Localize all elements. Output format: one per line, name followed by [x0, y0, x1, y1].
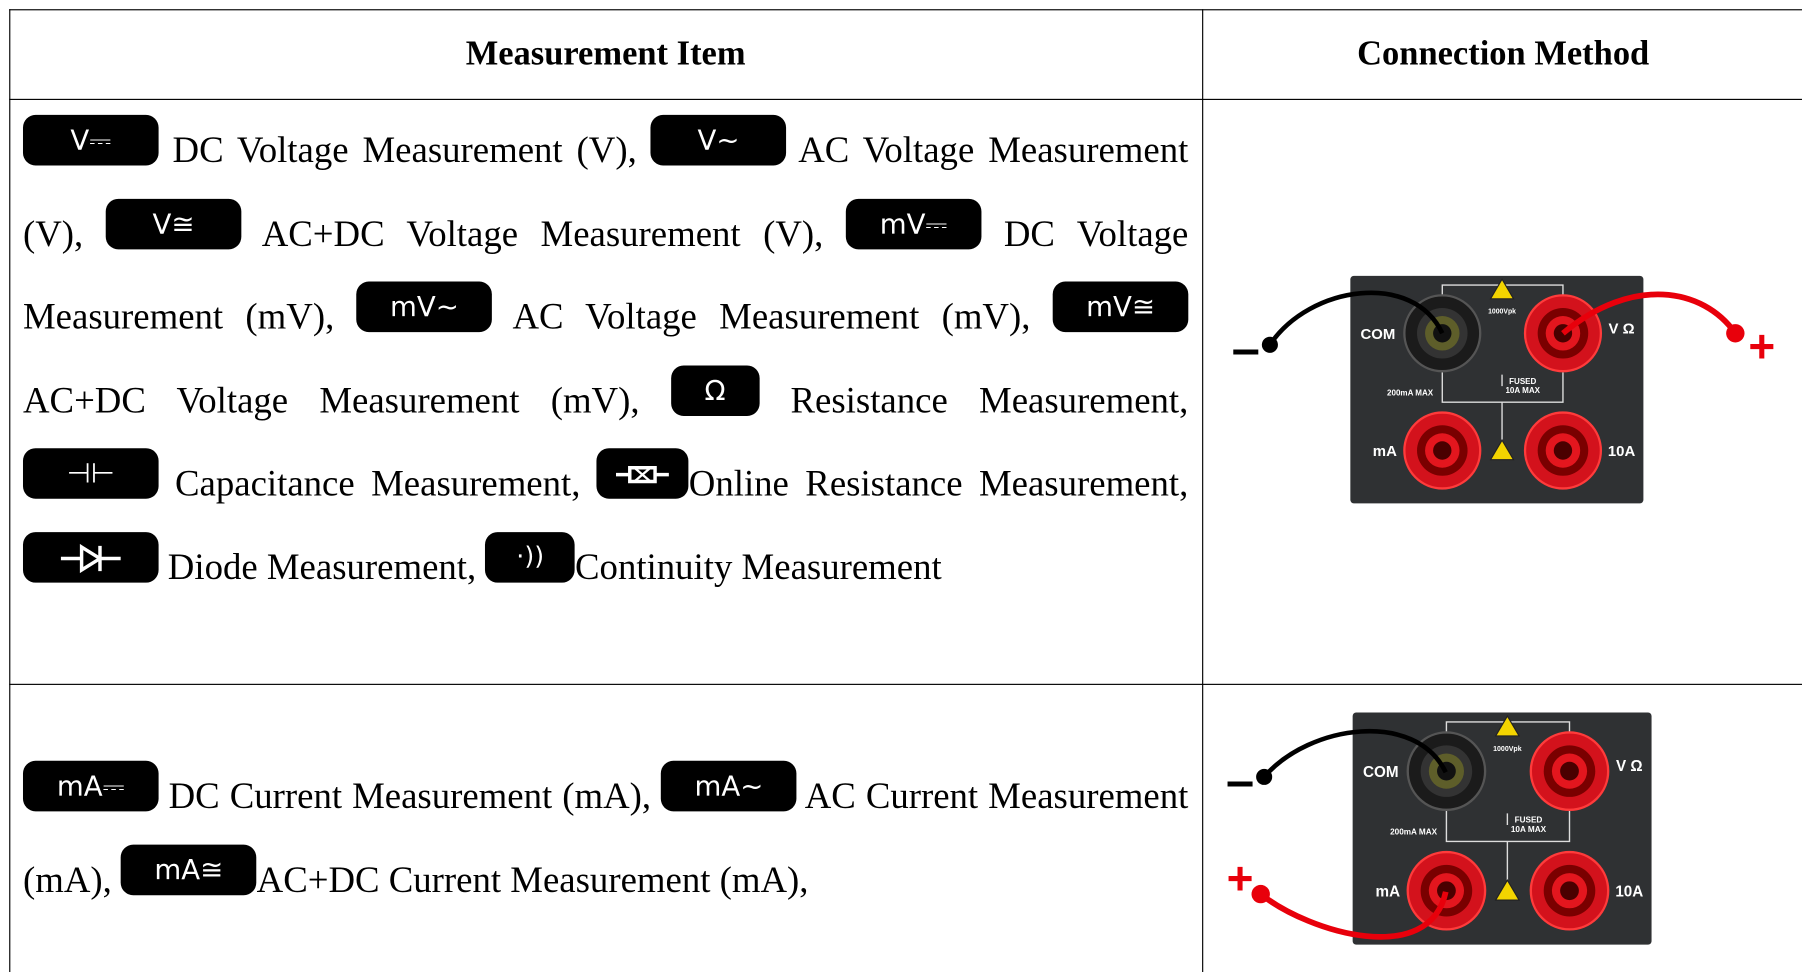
item-text: Continuity Measurement [575, 545, 942, 587]
terminal-label: V Ω [1616, 758, 1643, 775]
terminal-label: V Ω [1609, 320, 1635, 337]
column-header: Connection Method [1357, 34, 1650, 73]
panel-note: 10A MAX [1511, 825, 1547, 834]
border [1202, 9, 1204, 972]
online-resistance-icon [596, 448, 689, 499]
mode-icon: mA~ [661, 760, 797, 812]
border [9, 9, 1802, 11]
polarity-sign: + [1227, 852, 1254, 904]
red-lead [1258, 891, 1449, 940]
mode-icon: mV≅ [1052, 281, 1189, 333]
cell: V⎓ DC Voltage Measurement (V), V~ AC Vol… [22, 108, 1189, 608]
diode-icon [22, 531, 159, 583]
item-text: AC Voltage Measurement (mV), [512, 295, 1031, 337]
border [9, 683, 1802, 685]
item-text: AC Current Measurement (mA), [22, 774, 1189, 900]
jack [1560, 881, 1579, 901]
mode-icon: mA≅ [121, 844, 257, 895]
mode-icon: ·)) [485, 531, 576, 583]
jack [1433, 441, 1452, 460]
jack [1553, 441, 1573, 460]
item-text: AC+DC Voltage Measurement (mV), [22, 378, 640, 421]
border [9, 98, 1802, 100]
mode-icon: ⊣⊢ [22, 448, 159, 499]
terminal-label: COM [1361, 326, 1396, 343]
warning-sign [1489, 439, 1515, 461]
polarity-sign: – [1226, 752, 1254, 809]
terminal-label: 10A [1615, 884, 1643, 901]
terminal-label: mA [1376, 884, 1401, 901]
item-text: Online Resistance Measurement, [688, 461, 1189, 504]
panel-note: 1000Vpk [1493, 746, 1522, 753]
terminal-label: 10A [1608, 443, 1636, 460]
item-text: AC Voltage Measurement (V), [22, 128, 1189, 254]
jack [1437, 881, 1456, 901]
polarity-sign: – [1232, 319, 1260, 376]
mode-icon: Ω [670, 364, 760, 416]
item-text: Diode Measurement, [167, 545, 477, 587]
item-text: AC+DC Current Measurement (mA), [256, 857, 809, 900]
probe-tip [1726, 324, 1745, 343]
warning-sign [1494, 714, 1521, 737]
red-lead [1561, 291, 1738, 336]
item-text: DC Voltage Measurement (V), [172, 128, 637, 171]
item-text: Capacitance Measurement, [175, 461, 581, 504]
mode-icon: mA⎓ [22, 760, 159, 812]
mode-icon: mV⎓ [845, 198, 982, 249]
mode-icon: V~ [650, 114, 787, 166]
item-text: DC Current Measurement (mA), [168, 774, 652, 816]
polarity-sign: + [1748, 320, 1775, 372]
terminal-label: COM [1363, 764, 1399, 781]
panel-note: FUSED [1509, 377, 1536, 386]
probe-tip [1261, 336, 1278, 353]
mode-icon: V≅ [105, 198, 242, 249]
warning-sign [1494, 878, 1521, 901]
black-lead [1267, 290, 1445, 347]
panel-note: 10A MAX [1505, 386, 1540, 395]
item-text: Resistance Measurement, [790, 378, 1189, 421]
black-lead [1262, 729, 1448, 779]
mode-icon: V⎓ [22, 114, 159, 166]
item-text: DC Voltage Measurement (mV), [22, 212, 1189, 337]
panel-note: 1000Vpk [1488, 309, 1516, 316]
panel-note: 200mA MAX [1390, 827, 1438, 836]
border [9, 9, 11, 972]
jack [1560, 761, 1579, 781]
terminal-label: mA [1373, 443, 1397, 460]
item-text: AC+DC Voltage Measurement (V), [261, 212, 824, 254]
probe-tip [1256, 768, 1273, 785]
probe-tip [1251, 884, 1270, 904]
mode-icon: mV~ [356, 281, 493, 333]
panel-note: 200mA MAX [1387, 388, 1434, 397]
column-header: Measurement Item [465, 34, 746, 73]
cell: mA⎓ DC Current Measurement (mA), mA~ AC … [22, 754, 1189, 921]
panel-note: FUSED [1515, 816, 1543, 825]
warning-sign [1489, 278, 1515, 300]
